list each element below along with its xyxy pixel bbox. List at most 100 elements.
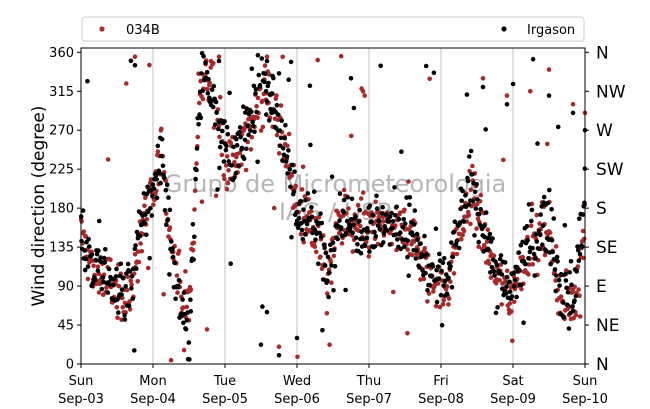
data-point [322,245,327,251]
data-point [407,195,413,200]
data-point [528,223,534,229]
data-point [151,186,157,191]
data-point [322,263,328,268]
data-point [461,228,467,234]
data-point [116,283,122,289]
data-point [223,147,229,153]
data-point [214,110,219,115]
data-point [167,272,172,277]
data-point [294,210,300,215]
data-point [305,191,311,196]
data-point [433,226,439,231]
data-point [482,223,487,228]
data-point [128,58,134,64]
data-point [331,288,336,293]
data-point [540,223,546,228]
data-point [381,240,386,245]
data-point [288,184,293,190]
data-point [573,312,579,318]
data-point [348,225,353,230]
data-point [114,266,119,272]
data-point [276,151,282,156]
data-point [306,217,312,223]
data-point [338,225,344,230]
data-point [244,146,249,151]
data-point [555,259,560,264]
data-point [92,277,98,283]
data-point [153,173,159,178]
data-point [472,189,478,195]
data-point [201,54,206,59]
x-tick-date: Sep-05 [202,392,248,407]
data-point [98,255,103,260]
data-point [308,209,314,214]
data-point [237,150,243,156]
data-point [149,213,155,218]
data-point [459,236,464,242]
data-point [461,219,467,224]
data-point [549,207,554,212]
data-point [241,156,247,161]
data-point [188,287,194,293]
data-point [85,276,91,282]
data-point [167,225,173,230]
data-point [346,206,351,211]
data-point [132,54,138,59]
data-point [197,100,202,106]
data-point [238,134,243,140]
data-point [296,216,302,221]
data-point [127,307,133,312]
data-point [176,277,182,283]
data-point [132,63,138,68]
data-point [405,330,410,336]
data-point [225,180,231,186]
data-point [150,193,155,199]
data-point [369,219,374,224]
data-point [230,152,236,158]
data-point [264,309,270,315]
data-point [474,226,479,231]
data-point [270,91,275,96]
data-point [275,112,281,117]
data-point [398,246,404,252]
data-point [83,233,88,239]
data-point [187,357,192,362]
data-point [326,294,331,300]
data-point [243,110,248,115]
data-point [360,190,366,195]
data-point [264,54,270,59]
data-point [431,289,436,294]
data-point [225,154,230,159]
data-point [290,162,295,168]
data-point [118,261,124,267]
data-point [390,219,396,224]
data-point [108,257,113,263]
data-point [217,165,222,171]
data-point [495,305,500,310]
data-point [483,127,489,132]
data-point [392,185,397,190]
data-point [511,299,517,305]
data-point [312,244,318,249]
data-point [329,174,335,179]
data-point [472,233,477,238]
data-point [90,258,95,264]
data-point [198,115,204,121]
data-point [194,161,199,166]
x-tick-date: Sep-08 [418,392,464,407]
data-point [320,277,326,282]
data-point [279,118,285,123]
data-point [427,282,433,288]
data-point [331,253,337,259]
legend: 034B Irgason [81,16,585,42]
data-point [577,293,582,299]
data-point [161,292,166,297]
x-tick-date: Sep-10 [562,392,608,407]
data-point [511,270,516,276]
data-point [248,147,254,152]
data-point [319,266,325,272]
data-point [192,188,198,193]
data-point [540,242,545,247]
data-point [487,231,493,237]
